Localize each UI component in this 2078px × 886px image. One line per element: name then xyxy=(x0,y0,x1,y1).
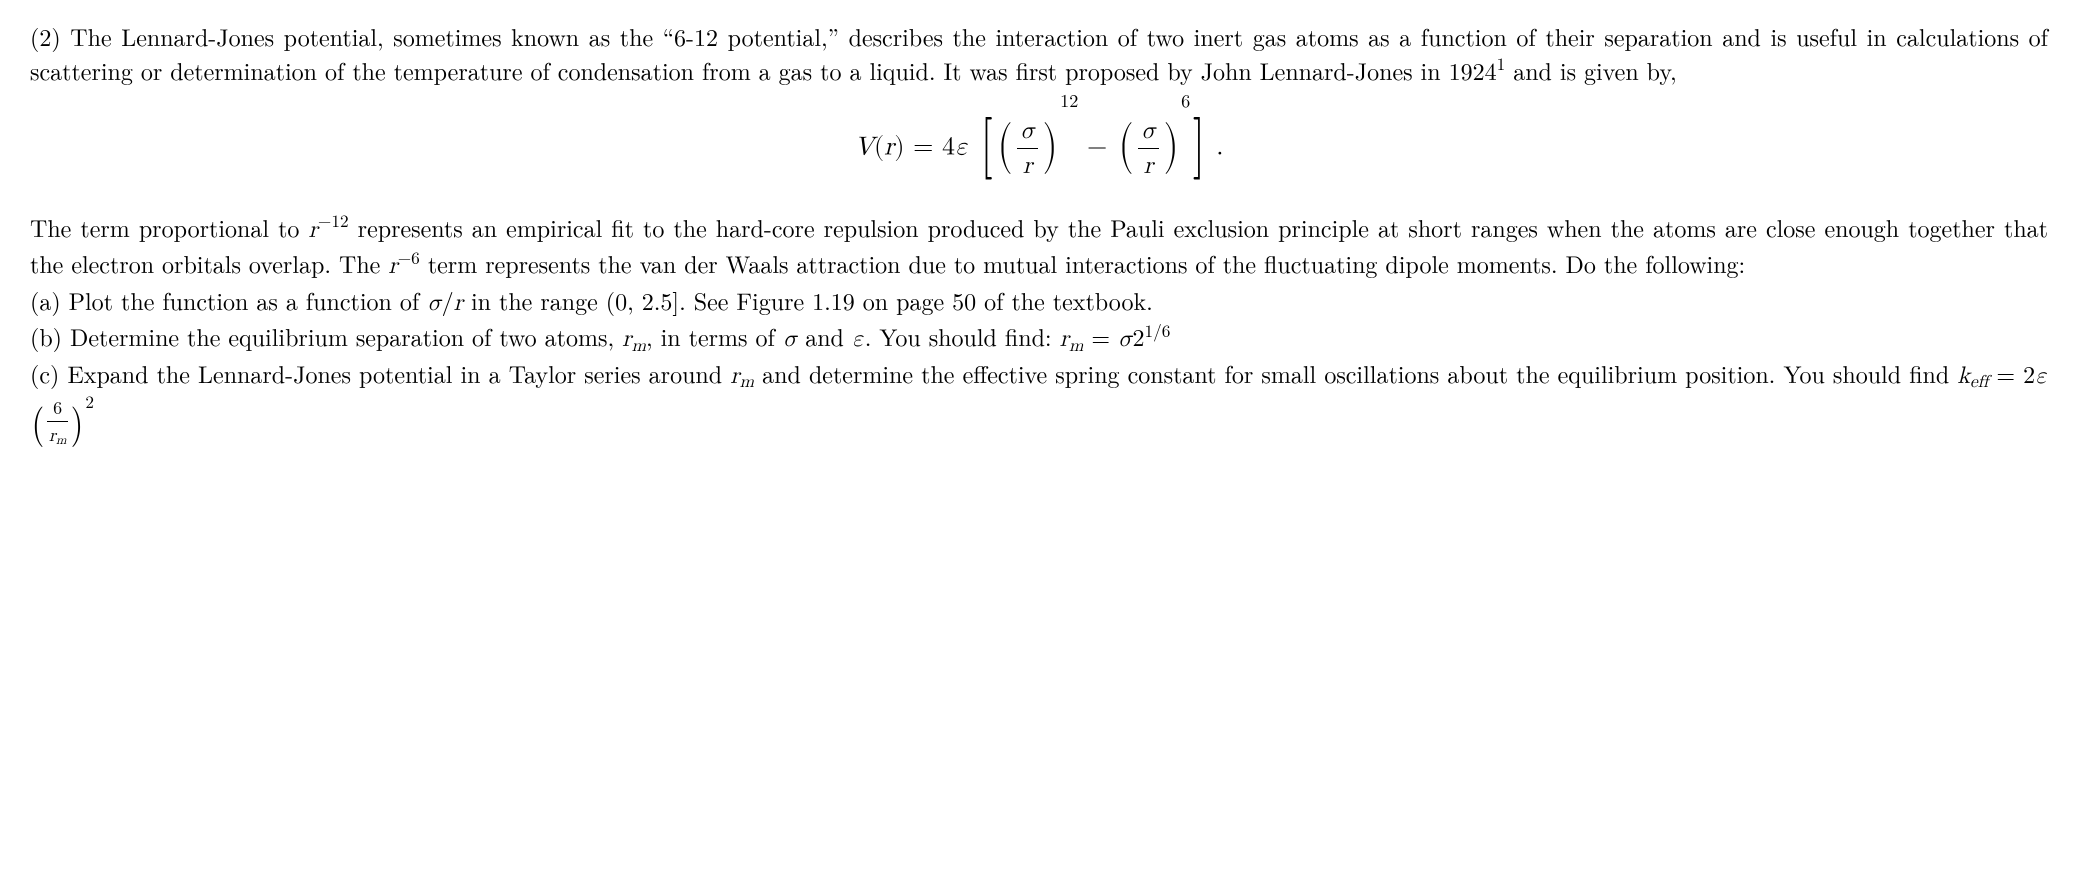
pc-lparen: ( xyxy=(32,392,45,449)
intro-text-a: (2) The Lennard-Jones potential, sometim… xyxy=(30,19,2048,87)
intro-text-b: and is given by, xyxy=(1505,53,1676,87)
V-symbol: V xyxy=(855,134,875,160)
part-a: (a) Plot the function as a function of σ… xyxy=(30,284,2048,321)
pc-eq: = 2 xyxy=(1988,356,2035,390)
pb-eps: ε xyxy=(852,327,865,351)
pc-frac: 6rm xyxy=(47,395,69,448)
p2-text-a: The term proportional to xyxy=(30,210,308,244)
pb-exp: 1/6 xyxy=(1144,319,1170,343)
left-paren-1: ( xyxy=(997,110,1012,183)
pb-rm-2: r xyxy=(1060,327,1069,351)
pc-rm-1: r xyxy=(730,364,739,388)
pb-sigma-2: σ xyxy=(1118,327,1132,351)
pb-eq: = xyxy=(1083,319,1118,353)
pa-slash: / xyxy=(442,291,454,315)
left-bracket: [ xyxy=(980,103,992,190)
right-paren-1: ) xyxy=(1042,110,1057,183)
epsilon: ε xyxy=(955,134,969,160)
pc-exp2: 2 xyxy=(85,390,94,414)
pc-text-2: and determine the effective spring const… xyxy=(754,356,1957,390)
pc-rparen: ) xyxy=(71,392,84,449)
sigma-over-r-2: σr xyxy=(1138,114,1159,184)
pb-rm-1: r xyxy=(622,327,631,351)
pc-k: k xyxy=(1957,364,1970,388)
right-bracket: ] xyxy=(1193,103,1205,190)
lennard-jones-equation: V(r) = 4ε [(σr)12 − (σr)6] . xyxy=(30,105,2048,192)
footnote-ref: 1 xyxy=(1497,52,1506,76)
right-paren-2: ) xyxy=(1163,110,1178,183)
pb-sigma: σ xyxy=(783,327,797,351)
eq-period: . xyxy=(1208,134,1224,160)
p2-text-c: term represents the van der Waals attrac… xyxy=(420,246,1745,280)
r-neg12-base: r xyxy=(308,218,317,242)
pc-sub-m-1: m xyxy=(740,374,754,391)
equals-4: = 4 xyxy=(904,134,955,160)
sigma-over-r-1: σr xyxy=(1017,114,1038,184)
pa-text-1: (a) Plot the function as a function of xyxy=(30,283,427,317)
r-variable: r xyxy=(884,134,894,160)
minus-sign: − xyxy=(1078,134,1116,160)
exponent-12: 12 xyxy=(1060,89,1078,114)
pc-eff: eff xyxy=(1970,374,1988,391)
pb-sub-m-1: m xyxy=(632,338,646,355)
pb-sub-m-2: m xyxy=(1069,338,1083,355)
pb-and: and xyxy=(797,319,852,353)
pb-text-3: . You should find: xyxy=(865,319,1060,353)
exponent-6: 6 xyxy=(1181,89,1190,114)
pc-text-1: (c) Expand the Lennard-Jones potential i… xyxy=(30,356,730,390)
part-b: (b) Determine the equilibrium separation… xyxy=(30,320,2048,357)
problem-intro: (2) The Lennard-Jones potential, sometim… xyxy=(30,20,2048,87)
r-neg12-exp: −12 xyxy=(318,209,349,233)
pc-eps: ε xyxy=(2035,364,2048,388)
r-neg6-exp: −6 xyxy=(398,246,420,270)
pa-sigma: σ xyxy=(427,291,441,315)
left-paren-2: ( xyxy=(1118,110,1133,183)
r-neg6-base: r xyxy=(388,254,397,278)
pb-text-1: (b) Determine the equilibrium separation… xyxy=(30,319,622,353)
pa-text-2: in the range (0, 2.5]. See Figure 1.19 o… xyxy=(463,283,1153,317)
pb-two: 2 xyxy=(1132,319,1144,353)
part-c: (c) Expand the Lennard-Jones potential i… xyxy=(30,357,2048,451)
pb-text-2: , in terms of xyxy=(646,319,783,353)
problem-explanation: The term proportional to r−12 represents… xyxy=(30,211,2048,284)
pa-r: r xyxy=(454,291,463,315)
